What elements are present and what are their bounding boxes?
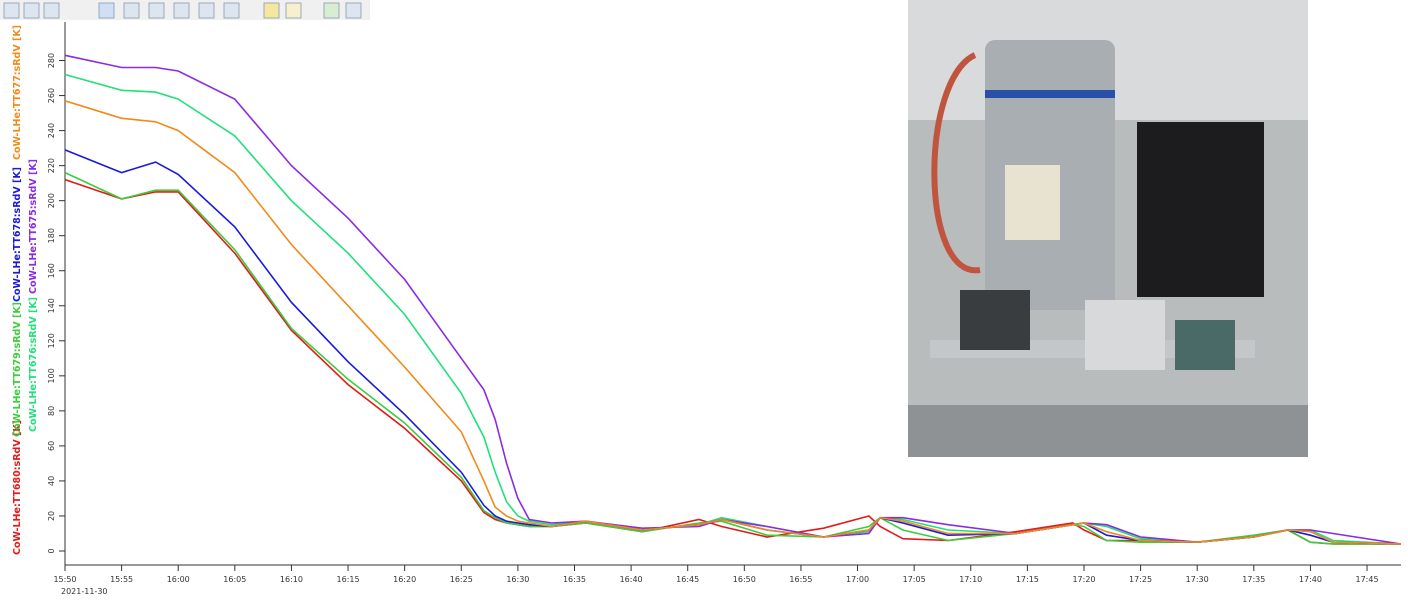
x-tick-label: 17:20 — [1072, 575, 1095, 584]
x-tick-label: 17:35 — [1242, 575, 1265, 584]
tool-button[interactable] — [4, 3, 19, 18]
y-tick-label: 180 — [47, 228, 56, 243]
x-tick-label: 16:10 — [280, 575, 303, 584]
photo-pump — [1085, 300, 1165, 370]
x-tick-label: 17:05 — [903, 575, 926, 584]
legend-entry: CoW-LHe:TT676:sRdV [K] — [28, 297, 39, 432]
x-tick-label: 16:45 — [676, 575, 699, 584]
x-tick-label: 16:40 — [620, 575, 643, 584]
legend-entry: CoW-LHe:TT678:sRdV [K] — [12, 167, 23, 302]
y-tick-label: 240 — [47, 123, 56, 138]
legend-entry: CoW-LHe:TT679:sRdV [K] — [12, 302, 23, 437]
x-tick-label: 17:15 — [1016, 575, 1039, 584]
tool-button[interactable] — [174, 3, 189, 18]
y-tick-label: 140 — [47, 298, 56, 313]
tool-button[interactable] — [199, 3, 214, 18]
tool-button[interactable] — [149, 3, 164, 18]
x-tick-label: 16:50 — [733, 575, 756, 584]
x-tick-label: 16:20 — [393, 575, 416, 584]
legend-entry: CoW-LHe:TT680:sRdV [K] — [12, 420, 23, 555]
x-tick-label: 17:45 — [1356, 575, 1379, 584]
y-tick-label: 220 — [47, 158, 56, 173]
x-tick-label: 16:25 — [450, 575, 473, 584]
photo-floor — [908, 405, 1308, 457]
x-tick-label: 16:35 — [563, 575, 586, 584]
tool-button[interactable] — [99, 3, 114, 18]
chart: 0 20 40 60 80 100 120 140 160 180 200 220 240 260 280 1… — [0, 0, 1408, 601]
x-tick-label: 16:30 — [506, 575, 529, 584]
tool-button[interactable] — [24, 3, 39, 18]
y-tick-label: 260 — [47, 88, 56, 103]
photo-band — [985, 90, 1115, 98]
y-tick-label: 200 — [47, 193, 56, 208]
tool-button[interactable] — [224, 3, 239, 18]
page: 0 20 40 60 80 100 120 140 160 180 200 220 240 260 280 1… — [0, 0, 1408, 601]
x-tick-label: 15:50 — [53, 575, 76, 584]
photo-valve — [960, 290, 1030, 350]
x-tick-label: 16:15 — [337, 575, 360, 584]
y-tick-label: 80 — [47, 406, 56, 416]
y-tick-label: 20 — [47, 511, 56, 521]
tool-button[interactable] — [286, 3, 301, 18]
toolbar — [0, 0, 370, 20]
x-tick-label: 17:10 — [959, 575, 982, 584]
y-tick-label: 60 — [47, 441, 56, 451]
photo-inset — [908, 0, 1308, 457]
tool-button[interactable] — [124, 3, 139, 18]
photo-motor — [1175, 320, 1235, 370]
x-tick-label: 15:55 — [110, 575, 133, 584]
x-tick-label: 17:40 — [1299, 575, 1322, 584]
date-label: 2021-11-30 — [61, 587, 108, 596]
legend-entry: CoW-LHe:TT677:sRdV [K] — [12, 25, 23, 160]
x-tick-label: 16:00 — [167, 575, 190, 584]
y-tick-label: 0 — [47, 548, 56, 553]
y-tick-label: 120 — [47, 333, 56, 348]
x-tick-label: 17:30 — [1186, 575, 1209, 584]
photo-chiller — [1137, 122, 1264, 297]
y-tick-label: 40 — [47, 476, 56, 486]
y-tick-label: 160 — [47, 263, 56, 278]
tool-button[interactable] — [346, 3, 361, 18]
photo-paper — [1005, 165, 1060, 240]
x-tick-label: 16:55 — [789, 575, 812, 584]
tool-button[interactable] — [264, 3, 279, 18]
y-tick-label: 100 — [47, 368, 56, 383]
y-tick-label: 280 — [47, 53, 56, 68]
tool-button[interactable] — [44, 3, 59, 18]
legend-entry: CoW-LHe:TT675:sRdV [K] — [28, 159, 39, 294]
x-tick-label: 17:25 — [1129, 575, 1152, 584]
x-tick-label: 16:05 — [223, 575, 246, 584]
tool-button[interactable] — [324, 3, 339, 18]
x-tick-label: 17:00 — [846, 575, 869, 584]
